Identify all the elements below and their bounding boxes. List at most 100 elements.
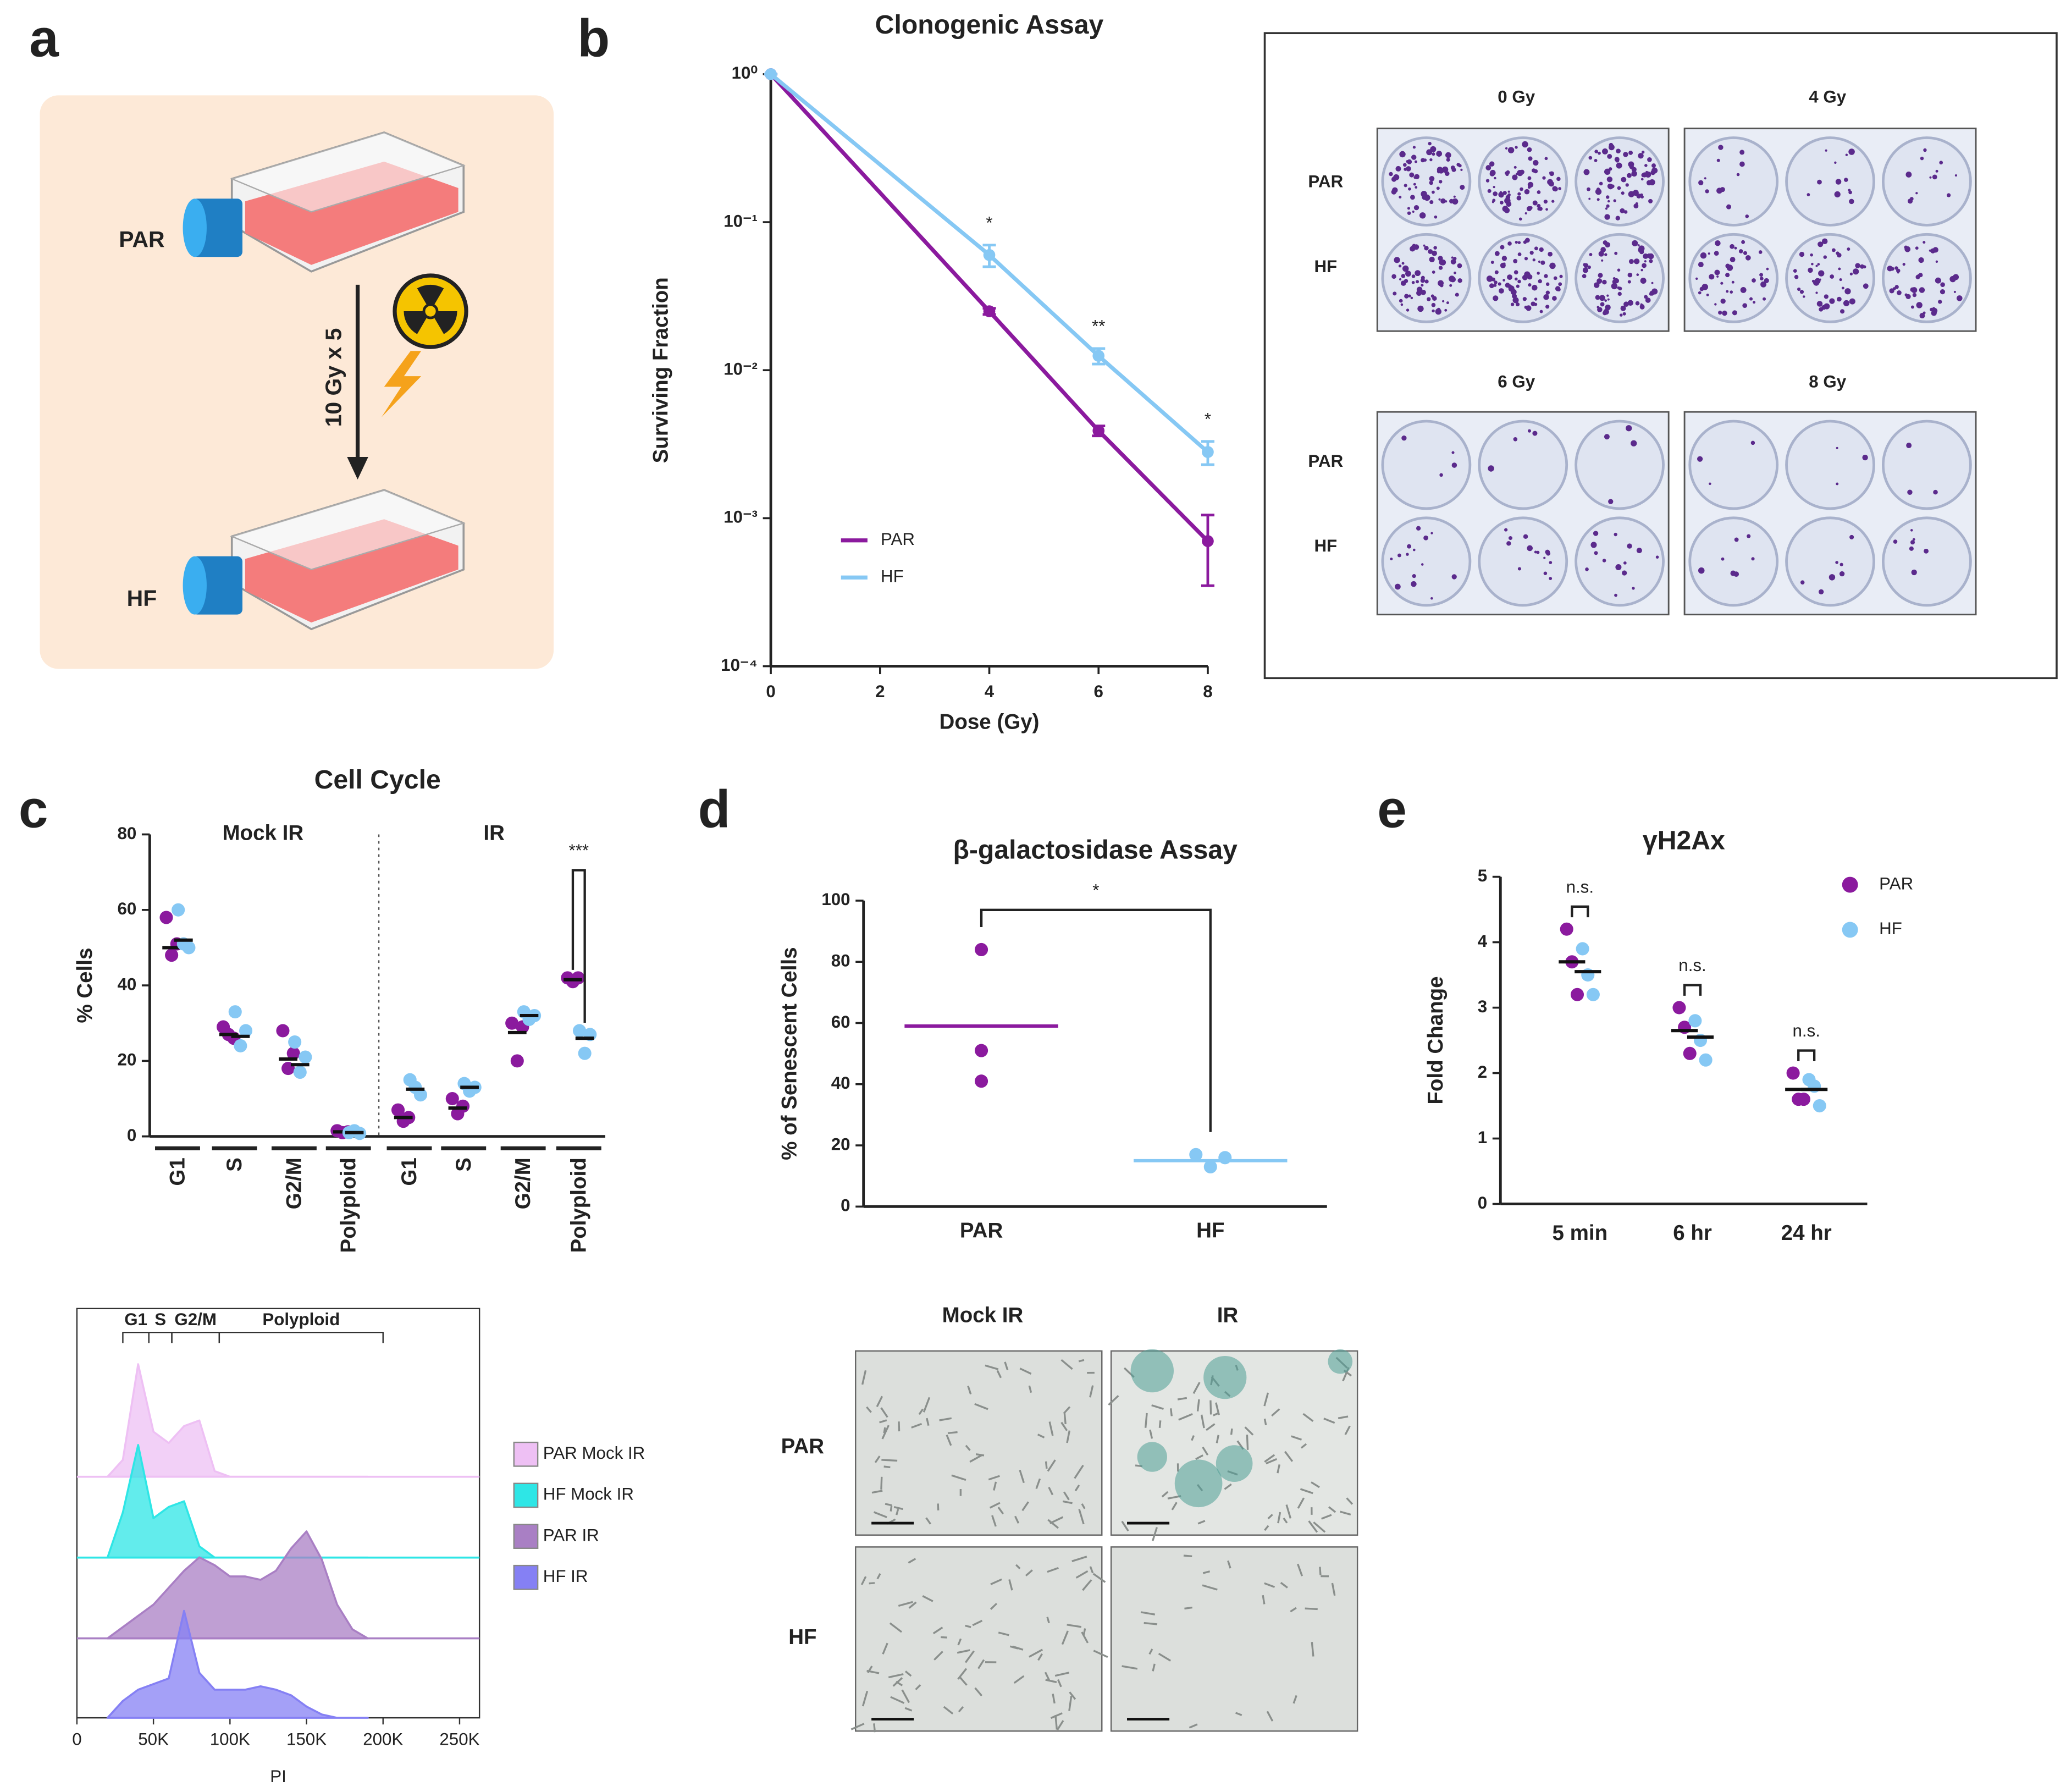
colony	[1507, 147, 1515, 153]
colony	[1716, 275, 1719, 278]
cell	[1264, 1582, 1275, 1588]
cell	[1308, 1520, 1318, 1533]
colony	[1558, 187, 1561, 190]
cell	[975, 1453, 985, 1457]
colony	[1627, 300, 1633, 306]
point	[975, 1074, 988, 1088]
colony	[1641, 173, 1646, 178]
colony	[1904, 246, 1911, 252]
colony	[1507, 193, 1511, 197]
colony	[1543, 200, 1548, 204]
cell	[873, 1723, 876, 1733]
cell	[1089, 1385, 1094, 1398]
colony	[1614, 251, 1618, 255]
colony	[1527, 429, 1531, 433]
colony	[1617, 291, 1622, 296]
chart-title: Clonogenic Assay	[875, 10, 1104, 40]
colony	[1607, 184, 1614, 190]
cell	[1071, 1556, 1087, 1562]
gate-bracket	[218, 1331, 384, 1343]
colony	[1807, 193, 1810, 196]
point	[159, 911, 173, 924]
colony	[1906, 443, 1912, 449]
colony	[1815, 291, 1818, 294]
cell	[997, 1507, 1004, 1515]
point	[1688, 1014, 1702, 1028]
colony	[1811, 262, 1814, 266]
cell	[985, 1364, 999, 1370]
colony	[1587, 265, 1591, 269]
colony	[1508, 536, 1513, 541]
colony	[1730, 290, 1733, 294]
cell	[974, 1687, 982, 1697]
cell	[1344, 1425, 1351, 1435]
colony	[1517, 252, 1522, 256]
cell	[977, 1659, 985, 1669]
legend-swatch	[1842, 922, 1858, 938]
colony	[1490, 261, 1494, 264]
cell	[1081, 1503, 1086, 1509]
colony	[1431, 302, 1436, 307]
colony	[1848, 190, 1852, 195]
colony	[1835, 561, 1838, 564]
colony	[1516, 195, 1522, 201]
colony	[1435, 308, 1441, 315]
significance-bracket	[1571, 905, 1589, 918]
colony	[1764, 278, 1769, 283]
cell	[915, 1684, 921, 1690]
y-tick-label: 0	[841, 1196, 850, 1215]
colony	[1518, 217, 1522, 221]
colony	[1613, 199, 1616, 202]
cell	[1264, 1454, 1275, 1463]
colony	[1549, 262, 1556, 269]
colony	[1893, 539, 1898, 544]
well	[1688, 233, 1779, 323]
colony	[1498, 191, 1504, 197]
colony	[1432, 250, 1437, 256]
colony	[1627, 543, 1632, 549]
y-axis-label: Surviving Fraction	[649, 277, 673, 463]
cell	[1074, 1464, 1084, 1479]
cell	[1140, 1611, 1156, 1615]
colony	[1615, 216, 1620, 220]
cell	[1015, 1564, 1021, 1569]
cell	[1297, 1563, 1303, 1576]
point	[1813, 1099, 1826, 1113]
significance: n.s.	[1792, 1021, 1820, 1040]
colony	[1527, 176, 1532, 180]
colony	[1430, 146, 1437, 152]
colony	[1726, 204, 1732, 209]
colony	[1432, 152, 1435, 156]
point	[286, 1046, 300, 1060]
colony	[1532, 284, 1538, 291]
cell	[964, 1650, 975, 1663]
colony	[1439, 473, 1443, 477]
panel-letter: b	[577, 9, 610, 68]
cell	[1264, 1525, 1269, 1531]
colony	[1424, 246, 1429, 251]
cell	[879, 1419, 887, 1424]
cell	[1177, 1397, 1187, 1400]
colony	[1648, 199, 1653, 203]
colony	[1749, 297, 1753, 301]
colony	[1595, 189, 1602, 195]
colony	[1916, 302, 1923, 308]
colony	[1616, 148, 1621, 154]
colony	[1507, 241, 1512, 246]
point	[975, 1044, 988, 1057]
colony	[1517, 567, 1522, 571]
colony	[1935, 260, 1938, 263]
y-tick-label: 2	[1478, 1062, 1487, 1082]
colony	[1537, 207, 1540, 211]
point	[1576, 942, 1589, 956]
colony	[1594, 551, 1598, 555]
colony	[1527, 147, 1532, 152]
colony	[1539, 247, 1544, 252]
colony	[1726, 290, 1729, 293]
point	[1570, 988, 1584, 1001]
colony	[1407, 159, 1412, 164]
cell	[1152, 1663, 1156, 1672]
well	[1881, 233, 1972, 323]
colony	[1590, 542, 1597, 548]
y-tick-label: 0	[1478, 1193, 1487, 1212]
